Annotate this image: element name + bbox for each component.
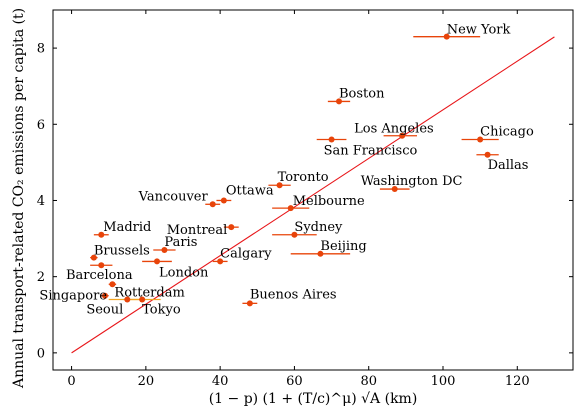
city-label: Calgary bbox=[220, 246, 272, 261]
y-tick-label: 6 bbox=[37, 118, 45, 133]
data-point bbox=[139, 296, 146, 303]
fit-line-layer bbox=[71, 36, 555, 354]
city-label: Vancouver bbox=[138, 189, 209, 204]
city-label: Montreal bbox=[167, 223, 228, 238]
data-point bbox=[336, 98, 342, 105]
point-layer bbox=[90, 33, 491, 307]
city-label: Beijing bbox=[320, 239, 366, 254]
city-label: Buenos Aires bbox=[250, 287, 337, 302]
city-label: Singapore bbox=[39, 289, 107, 304]
tick-layer: 0 20 40 60 80 100 120 0 2 4 6 8 bbox=[37, 10, 573, 389]
data-point bbox=[291, 231, 298, 238]
city-label: Toronto bbox=[278, 170, 329, 185]
data-point bbox=[109, 281, 116, 288]
city-label: New York bbox=[447, 23, 511, 38]
data-point bbox=[484, 151, 491, 158]
city-label: Seoul bbox=[86, 303, 123, 318]
data-point bbox=[287, 205, 294, 212]
x-tick-label: 0 bbox=[67, 374, 75, 389]
fit-line bbox=[71, 36, 555, 354]
data-point bbox=[443, 33, 450, 40]
city-label: Dallas bbox=[488, 158, 529, 173]
city-label: Washington DC bbox=[361, 174, 463, 189]
x-tick-label: 60 bbox=[286, 374, 303, 389]
data-point bbox=[246, 300, 253, 307]
data-point bbox=[124, 296, 131, 303]
y-tick-label: 8 bbox=[37, 42, 45, 57]
city-label: Madrid bbox=[103, 220, 151, 235]
city-label: Los Angeles bbox=[354, 122, 434, 137]
plot-area-border bbox=[52, 9, 574, 371]
data-point bbox=[102, 292, 108, 299]
data-point bbox=[399, 132, 406, 139]
city-label: Brussels bbox=[94, 244, 150, 259]
data-point bbox=[391, 186, 398, 193]
data-point bbox=[217, 258, 224, 265]
y-tick-label: 2 bbox=[37, 270, 45, 285]
data-point bbox=[209, 201, 216, 208]
city-label: Chicago bbox=[480, 125, 534, 140]
city-label: Boston bbox=[339, 86, 385, 101]
data-point bbox=[228, 224, 235, 231]
city-label: Barcelona bbox=[66, 268, 133, 283]
axes-frame bbox=[52, 9, 574, 371]
data-point bbox=[328, 136, 335, 143]
city-label: Ottawa bbox=[226, 183, 274, 198]
city-label: London bbox=[159, 265, 209, 280]
data-point bbox=[154, 258, 160, 265]
city-label: San Francisco bbox=[324, 144, 418, 159]
city-label: Rotterdam bbox=[114, 285, 184, 300]
x-tick-label: 120 bbox=[505, 374, 530, 389]
city-label: Tokyo bbox=[142, 303, 181, 318]
data-point bbox=[90, 254, 97, 261]
city-label: Sydney bbox=[294, 220, 343, 235]
x-tick-label: 80 bbox=[360, 374, 377, 389]
x-tick-label: 100 bbox=[431, 374, 456, 389]
data-point bbox=[276, 182, 283, 189]
y-tick-label: 0 bbox=[37, 346, 45, 361]
x-axis-label: (1 − p) (1 + (T/c)^μ) √A (km) bbox=[209, 391, 418, 407]
data-point bbox=[317, 250, 324, 257]
data-point bbox=[98, 262, 105, 269]
y-axis-label: Annual transport-related CO₂ emissions p… bbox=[11, 8, 27, 389]
data-point bbox=[220, 197, 227, 204]
city-label: Paris bbox=[164, 235, 197, 250]
data-point bbox=[98, 231, 105, 238]
city-label: Melbourne bbox=[293, 194, 365, 209]
x-tick-label: 20 bbox=[138, 374, 155, 389]
city-label-layer: New York Boston Los Angeles San Francisco Ch… bbox=[39, 23, 534, 318]
data-point bbox=[477, 136, 484, 143]
data-point bbox=[161, 247, 168, 253]
y-tick-label: 4 bbox=[37, 194, 45, 209]
x-tick-label: 40 bbox=[212, 374, 229, 389]
